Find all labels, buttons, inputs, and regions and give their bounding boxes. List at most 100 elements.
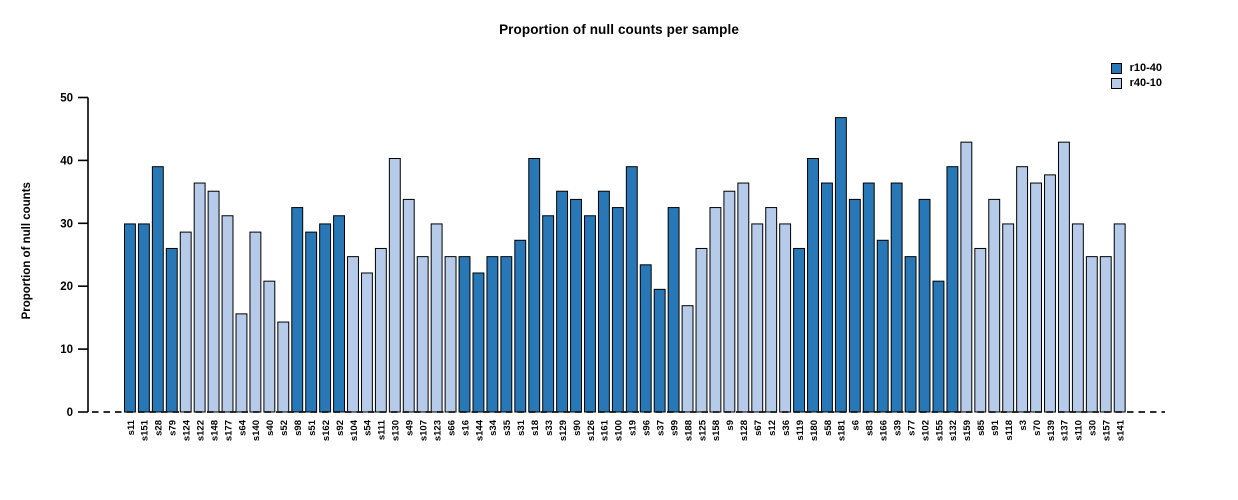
bar-s124 xyxy=(179,231,192,413)
x-tick-label-s52: s52 xyxy=(279,420,290,436)
bar-s104 xyxy=(347,256,359,413)
x-tick-label-s12: s12 xyxy=(767,420,778,436)
bar-s77 xyxy=(904,256,917,413)
x-tick-label-s177: s177 xyxy=(223,420,234,441)
legend-swatch-r40-10 xyxy=(1110,77,1122,89)
bar-s91 xyxy=(988,198,1001,413)
x-tick-label-s181: s181 xyxy=(837,419,848,441)
bar-s36 xyxy=(779,223,792,413)
bar-s148 xyxy=(207,190,220,413)
bar-s96 xyxy=(639,264,652,413)
bar-s3 xyxy=(1016,166,1029,413)
x-tick-label-s51: s51 xyxy=(307,419,318,436)
bar-s79 xyxy=(165,247,178,413)
x-tick-label-s130: s130 xyxy=(391,420,402,441)
bar-s18 xyxy=(528,158,541,413)
bar-s155 xyxy=(932,280,945,413)
legend-swatch-r10-40 xyxy=(1110,62,1122,74)
x-tick-label-s188: s188 xyxy=(683,420,694,441)
bar-s99 xyxy=(667,207,680,413)
x-tick-label-s34: s34 xyxy=(488,419,499,436)
x-tick-label-s91: s91 xyxy=(990,419,1001,436)
bar-s102 xyxy=(918,198,931,413)
y-axis-title: Proportion of null counts xyxy=(21,182,33,319)
x-tick-label-s39: s39 xyxy=(892,420,903,436)
bar-s128 xyxy=(737,182,750,413)
x-tick-label-s144: s144 xyxy=(474,419,485,441)
bar-s132 xyxy=(946,166,959,413)
x-tick-label-s104: s104 xyxy=(349,419,360,441)
x-tick-label-s151: s151 xyxy=(140,419,151,441)
y-tick-label: 0 xyxy=(67,407,73,419)
x-tick-label-s66: s66 xyxy=(446,420,457,436)
x-tick-label-s137: s137 xyxy=(1060,420,1071,441)
bar-s139 xyxy=(1044,174,1056,413)
x-tick-label-s102: s102 xyxy=(920,420,931,441)
bar-s107 xyxy=(416,256,429,413)
bar-s98 xyxy=(291,207,304,413)
legend-label-r40-10: r40-10 xyxy=(1129,77,1162,89)
x-tick-label-s30: s30 xyxy=(1088,420,1099,436)
bar-s125 xyxy=(695,247,708,413)
bar-s157 xyxy=(1099,256,1112,413)
y-tick-label: 20 xyxy=(60,281,73,293)
x-tick-label-s100: s100 xyxy=(614,420,625,441)
bar-s6 xyxy=(848,198,861,413)
bar-s34 xyxy=(486,256,499,413)
x-tick-label-s111: s111 xyxy=(377,419,388,440)
x-tick-label-s123: s123 xyxy=(432,420,443,441)
bar-s37 xyxy=(653,288,666,413)
bar-s39 xyxy=(890,182,903,413)
bar-s129 xyxy=(556,190,569,413)
x-tick-label-s155: s155 xyxy=(934,419,945,441)
x-tick-label-s162: s162 xyxy=(321,420,332,441)
x-tick-label-s126: s126 xyxy=(586,420,597,441)
bar-s70 xyxy=(1030,182,1042,413)
x-tick-label-s159: s159 xyxy=(962,420,973,441)
bar-s137 xyxy=(1057,141,1070,413)
bar-s30 xyxy=(1085,256,1098,413)
x-tick-label-s132: s132 xyxy=(948,420,959,441)
bar-s118 xyxy=(1002,223,1015,413)
bar-s177 xyxy=(221,215,234,413)
x-tick-label-s139: s139 xyxy=(1046,420,1057,441)
bar-s67 xyxy=(751,223,764,413)
x-tick-label-s122: s122 xyxy=(195,420,206,441)
bar-s66 xyxy=(444,256,457,413)
bar-s159 xyxy=(960,141,973,413)
bar-s52 xyxy=(277,321,290,413)
x-tick-label-s77: s77 xyxy=(906,420,917,436)
x-tick-label-s31: s31 xyxy=(516,419,527,436)
bar-s123 xyxy=(430,223,443,413)
x-tick-label-s161: s161 xyxy=(600,419,611,441)
x-tick-label-s166: s166 xyxy=(879,420,890,441)
bar-s126 xyxy=(584,215,596,413)
bar-s119 xyxy=(793,247,806,413)
x-tick-label-s83: s83 xyxy=(865,420,876,436)
x-tick-label-s140: s140 xyxy=(251,420,262,441)
x-tick-label-s98: s98 xyxy=(293,420,304,436)
x-tick-label-s19: s19 xyxy=(628,420,639,436)
bar-s144 xyxy=(472,272,485,413)
bar-s64 xyxy=(235,313,248,413)
x-tick-label-s6: s6 xyxy=(851,420,862,431)
x-tick-label-s79: s79 xyxy=(168,420,179,436)
bar-s181 xyxy=(834,117,847,413)
bar-s90 xyxy=(570,198,582,413)
y-tick-label: 40 xyxy=(60,155,73,167)
x-tick-label-s49: s49 xyxy=(405,420,416,436)
x-tick-label-s11: s11 xyxy=(126,419,137,435)
x-tick-label-s129: s129 xyxy=(558,420,569,441)
x-tick-label-s58: s58 xyxy=(823,420,834,436)
x-tick-label-s180: s180 xyxy=(809,420,820,441)
bar-s161 xyxy=(597,190,610,413)
x-tick-label-s107: s107 xyxy=(418,420,429,441)
bar-s162 xyxy=(319,223,332,413)
x-tick-label-s119: s119 xyxy=(795,420,806,441)
bar-s85 xyxy=(974,247,987,413)
bar-s140 xyxy=(249,231,262,413)
bar-s19 xyxy=(625,166,638,413)
bar-s130 xyxy=(388,158,401,413)
x-tick-label-s40: s40 xyxy=(265,420,276,436)
